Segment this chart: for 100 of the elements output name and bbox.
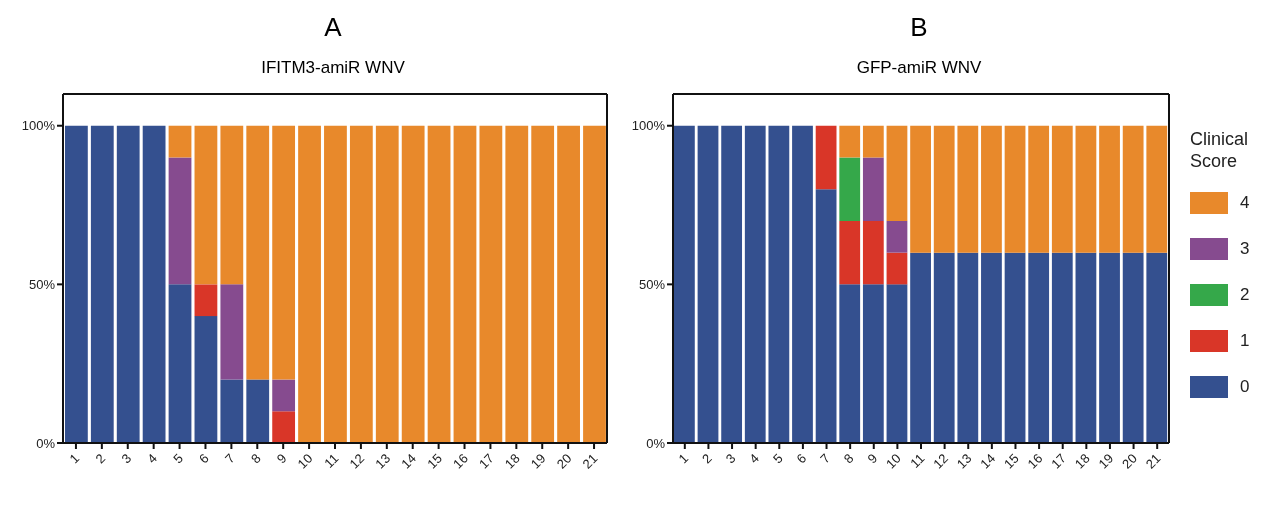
x-tick-label: 9 xyxy=(273,450,290,467)
x-tick-label: 7 xyxy=(817,450,833,467)
x-tick-label: 3 xyxy=(722,450,739,467)
bar xyxy=(116,125,140,443)
bar xyxy=(839,220,861,285)
x-tick-label: 5 xyxy=(769,450,786,467)
x-tick-label: 10 xyxy=(882,450,904,472)
x-tick-label: 17 xyxy=(475,450,497,472)
bar xyxy=(1146,252,1168,443)
x-tick-label: 2 xyxy=(699,450,715,467)
x-tick-label: 19 xyxy=(527,450,549,472)
bar xyxy=(1004,125,1026,253)
bar xyxy=(1146,125,1168,253)
bar xyxy=(194,284,218,317)
bar xyxy=(1122,252,1144,443)
bar xyxy=(721,125,743,443)
bar xyxy=(1099,125,1120,253)
bar xyxy=(298,125,321,443)
x-tick-label: 16 xyxy=(450,450,471,472)
x-tick-label: 3 xyxy=(118,450,135,467)
bar xyxy=(697,125,719,443)
x-tick-label: 9 xyxy=(864,450,881,467)
x-tick-label: 11 xyxy=(907,450,928,471)
bar xyxy=(246,379,270,443)
bar xyxy=(220,125,244,285)
x-tick-label: 21 xyxy=(579,450,601,472)
x-tick-label: 8 xyxy=(247,450,264,467)
bar xyxy=(531,125,555,443)
bar xyxy=(453,125,477,443)
bar xyxy=(886,252,908,285)
x-tick-label: 16 xyxy=(1024,450,1046,472)
bar xyxy=(910,252,931,443)
bar xyxy=(272,125,296,380)
legend-label: 2 xyxy=(1240,285,1250,305)
bar xyxy=(557,125,580,443)
x-tick-label: 12 xyxy=(346,450,368,472)
bar xyxy=(981,125,1002,253)
bar xyxy=(583,125,606,443)
bar xyxy=(792,125,813,443)
bar xyxy=(168,157,192,285)
bar xyxy=(862,157,884,221)
x-tick-label: 20 xyxy=(553,450,575,472)
bar xyxy=(246,125,270,380)
x-tick-label: 7 xyxy=(222,450,238,467)
x-tick-label: 6 xyxy=(196,450,212,467)
bar xyxy=(194,125,218,285)
bar xyxy=(815,189,837,443)
x-tick-label: 15 xyxy=(424,450,445,472)
x-tick-label: 2 xyxy=(92,450,109,467)
chart-subtitle: GFP-amiR WNV xyxy=(855,58,983,79)
bar xyxy=(862,125,884,158)
x-tick-label: 4 xyxy=(144,450,161,467)
bar xyxy=(349,125,373,443)
legend-label: 4 xyxy=(1240,193,1250,213)
bar xyxy=(142,125,166,443)
bar xyxy=(1028,252,1050,443)
y-tick-label: 50% xyxy=(638,276,666,292)
x-tick-label: 14 xyxy=(977,450,999,472)
bar xyxy=(839,284,861,443)
bar xyxy=(1028,125,1050,253)
bar xyxy=(194,316,218,443)
x-tick-label: 4 xyxy=(746,450,763,467)
x-tick-label: 18 xyxy=(501,450,523,472)
x-tick-label: 18 xyxy=(1071,450,1093,472)
y-tick-label: 0% xyxy=(646,435,666,451)
bar xyxy=(1099,252,1120,443)
bar xyxy=(886,125,908,221)
x-tick-label: 21 xyxy=(1142,450,1164,472)
bar xyxy=(65,125,88,443)
y-tick-label: 100% xyxy=(21,118,56,134)
x-tick-label: 8 xyxy=(840,450,857,467)
y-tick-label: 50% xyxy=(28,276,56,292)
bar xyxy=(168,125,192,158)
x-tick-label: 11 xyxy=(321,450,342,471)
bar xyxy=(768,125,790,443)
x-tick-label: 15 xyxy=(1001,450,1022,472)
chart-title: A xyxy=(323,11,343,44)
bar xyxy=(839,125,861,158)
bar xyxy=(744,125,766,443)
bar xyxy=(862,220,884,285)
bar xyxy=(674,125,695,443)
bar xyxy=(272,411,296,443)
bar xyxy=(839,157,861,221)
bar xyxy=(375,125,399,443)
x-tick-label: 1 xyxy=(675,450,692,467)
bar xyxy=(505,125,529,443)
bar xyxy=(272,379,296,412)
bar xyxy=(886,220,908,253)
bar xyxy=(933,125,955,253)
bar xyxy=(981,252,1002,443)
x-tick-label: 12 xyxy=(930,450,951,472)
bar xyxy=(1075,252,1097,443)
bar xyxy=(933,252,955,443)
bar xyxy=(427,125,451,443)
bar xyxy=(401,125,425,443)
bar xyxy=(910,125,931,253)
x-tick-label: 13 xyxy=(953,450,975,472)
bar xyxy=(479,125,503,443)
x-tick-label: 5 xyxy=(170,450,186,467)
legend-label: 0 xyxy=(1240,377,1250,397)
